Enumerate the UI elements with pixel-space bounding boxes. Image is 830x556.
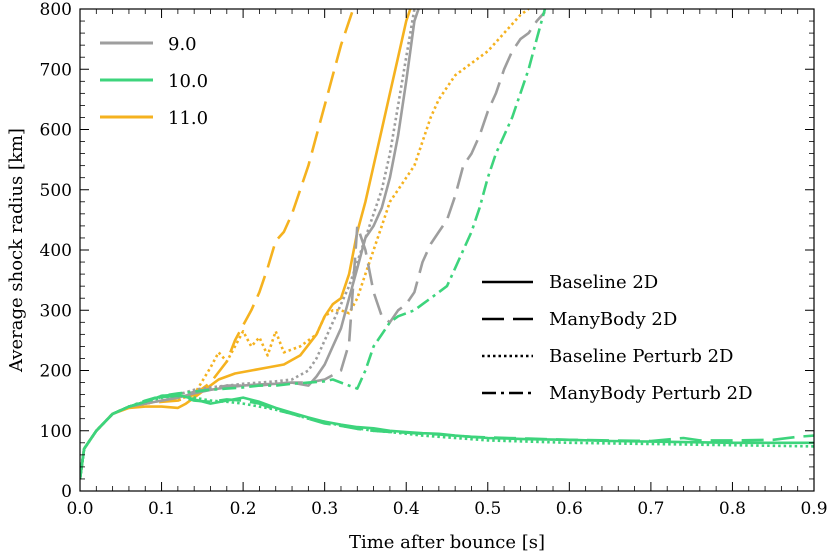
y-tick-label: 700 xyxy=(40,60,72,80)
x-tick-label: 0.1 xyxy=(148,499,175,519)
x-tick-label: 0.8 xyxy=(719,499,746,519)
series-line-2 xyxy=(80,9,412,480)
legend-style-label: Baseline 2D xyxy=(549,272,658,293)
legend-style-label: Baseline Perturb 2D xyxy=(549,346,733,367)
x-tick-label: 0.3 xyxy=(311,499,338,519)
series-line-8 xyxy=(80,394,814,480)
series-line-1 xyxy=(80,9,530,480)
x-axis-label: Time after bounce [s] xyxy=(349,532,545,553)
y-tick-label: 300 xyxy=(40,301,72,321)
ticks-layer: 0.0 0.1 0.2 0.3 0.4 0.5 0.6 0.7 0.8 0.9 0 100 200 300… xyxy=(40,0,828,519)
legend-color: 9.0 10.0 11.0 xyxy=(100,34,208,129)
y-tick-label: 100 xyxy=(40,422,72,442)
y-tick-label: 800 xyxy=(40,0,72,20)
x-tick-label: 0.4 xyxy=(393,499,420,519)
series-layer xyxy=(80,9,814,480)
legend-color-label: 11.0 xyxy=(168,108,208,129)
x-tick-label: 0.9 xyxy=(800,499,827,519)
y-axis-label: Average shock radius [km] xyxy=(6,128,27,373)
x-tick-label: 0.5 xyxy=(474,499,501,519)
y-tick-label: 500 xyxy=(40,181,72,201)
legend-color-label: 9.0 xyxy=(168,34,197,55)
legend-style: Baseline 2D ManyBody 2D Baseline Perturb 2… xyxy=(482,272,753,404)
series-line-4 xyxy=(80,11,546,480)
x-tick-label: 0.7 xyxy=(637,499,664,519)
y-tick-label: 0 xyxy=(61,482,72,502)
legend-style-label: ManyBody Perturb 2D xyxy=(549,383,753,404)
x-tick-label: 0.0 xyxy=(66,499,93,519)
x-tick-label: 0.2 xyxy=(230,499,257,519)
legend-style-label: ManyBody 2D xyxy=(549,309,677,330)
plot-frame xyxy=(79,8,815,492)
series-line-6 xyxy=(80,9,547,480)
y-tick-label: 400 xyxy=(40,241,72,261)
y-tick-label: 600 xyxy=(40,121,72,141)
series-line-9 xyxy=(80,394,814,480)
x-tick-label: 0.6 xyxy=(556,499,583,519)
legend-color-label: 10.0 xyxy=(168,71,208,92)
y-tick-label: 200 xyxy=(40,362,72,382)
series-line-7 xyxy=(80,393,814,480)
